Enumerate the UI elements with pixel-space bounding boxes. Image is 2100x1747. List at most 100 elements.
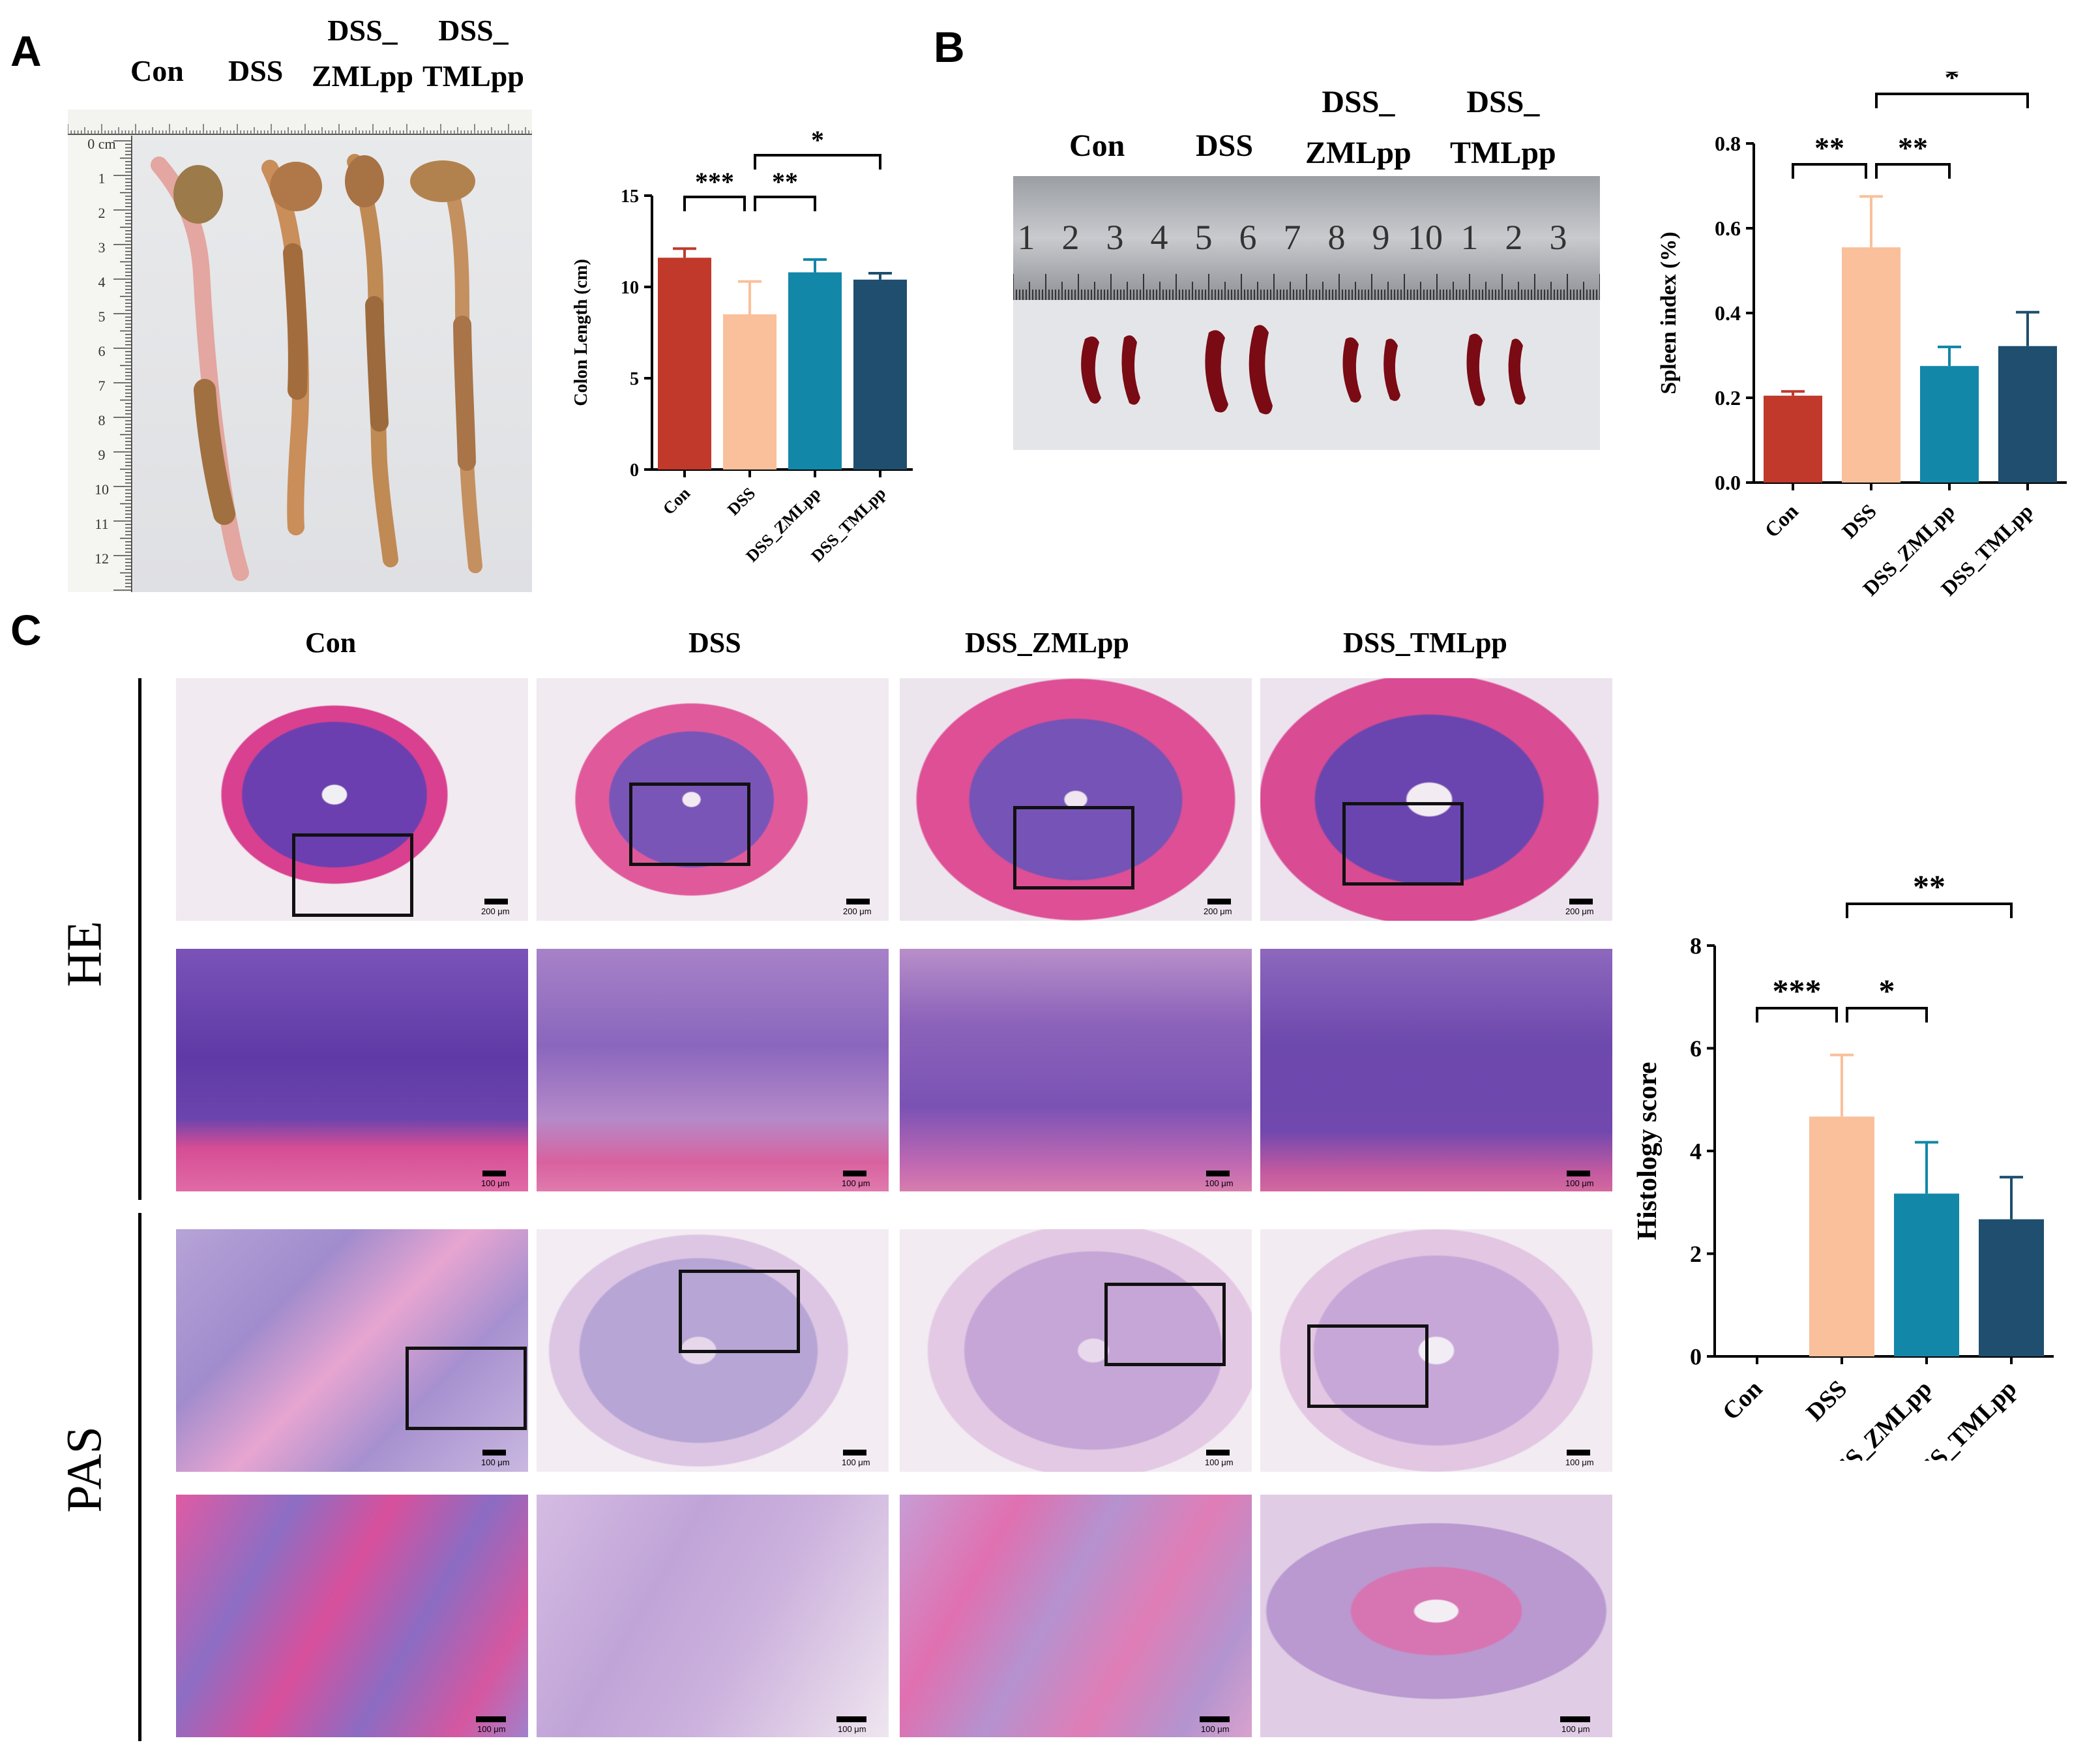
y-tick-label: 0.0 [1715, 471, 1741, 494]
ruler-number: 0 cm [87, 136, 115, 152]
bar [1920, 366, 1979, 483]
scale-bar [1560, 1716, 1590, 1722]
panel-b-label-dss: DSS [1196, 128, 1254, 163]
significance-label: ** [1898, 131, 1928, 164]
ruler-number: 9 [1372, 218, 1390, 257]
scale-bar [1200, 1716, 1230, 1722]
scale-label: 100 μm [838, 1724, 866, 1734]
ruler-number: 1 [98, 170, 106, 187]
significance-label: * [811, 125, 824, 155]
x-tick-label: Con [659, 483, 694, 518]
spleen-photo: 1 2 3 4 5 6 7 8 9 10 1 2 3 [1013, 176, 1600, 450]
ruler-number: 8 [1328, 218, 1346, 257]
x-tick-label: DSS [724, 484, 759, 519]
he-zoom-zmlpp: 100 μm [900, 949, 1252, 1191]
ruler-number: 3 [98, 239, 106, 256]
pas-zoom-con: 100 μm [176, 1495, 528, 1737]
y-axis-label: Spleen index (%) [1657, 231, 1681, 394]
bar [788, 272, 842, 470]
panel-a-label-zmlpp: DSS_ ZMLpp [312, 14, 413, 93]
y-axis-label: Histology score [1633, 1062, 1663, 1240]
pas-divider-line [138, 1213, 141, 1741]
ruler-number: 10 [95, 481, 109, 498]
he-zoom-con: 100 μm [176, 949, 528, 1191]
panel-b-label-tmlpp: DSS_ TMLpp [1450, 85, 1556, 170]
he-overview-con: 200 μm [176, 678, 528, 921]
zoom-box [1342, 802, 1464, 886]
zoom-box [406, 1347, 527, 1430]
ruler-number: 5 [98, 308, 106, 325]
ruler-number: 3 [1550, 218, 1567, 257]
scale-label: 100 μm [1205, 1178, 1234, 1188]
ruler-number: 7 [98, 378, 106, 394]
y-tick-label: 0 [1690, 1344, 1702, 1370]
x-tick-label: DSS [1801, 1375, 1852, 1427]
he-divider-line [138, 678, 141, 1200]
scale-label: 100 μm [1565, 1178, 1594, 1188]
ruler-number: 7 [1284, 218, 1301, 257]
y-axis-label: Colon Length (cm) [571, 259, 591, 406]
zoom-box [1307, 1324, 1428, 1408]
panel-b-label-con: Con [1069, 128, 1125, 163]
zoom-box [629, 783, 750, 866]
row-label-pas: PAS [57, 1426, 112, 1513]
bar [1979, 1219, 2044, 1356]
y-tick-label: 4 [1690, 1139, 1702, 1165]
bar [853, 279, 907, 470]
ruler-number: 8 [98, 412, 106, 428]
scale-bar [482, 1450, 506, 1456]
scale-bar [843, 1171, 866, 1176]
panel-letter-a: A [10, 27, 42, 75]
zoom-box [1104, 1283, 1226, 1366]
panel-a-label-dss: DSS [228, 54, 284, 87]
scale-label: 100 μm [842, 1457, 870, 1467]
panel-c-col-zmlpp: DSS_ZMLpp [965, 627, 1129, 659]
panel-c-col-con: Con [305, 627, 357, 659]
scale-label: 100 μm [481, 1178, 510, 1188]
ruler-number: 2 [1062, 218, 1080, 257]
y-tick-label: 10 [621, 278, 639, 298]
ruler-number: 5 [1195, 218, 1213, 257]
significance-bracket [754, 154, 881, 170]
significance-bracket [1875, 163, 1951, 179]
y-tick-label: 0.4 [1715, 301, 1741, 325]
scale-bar [1567, 1171, 1590, 1176]
pas-overview-dss: 100 μm [537, 1229, 889, 1472]
significance-bracket [1846, 1007, 1928, 1023]
ruler-number: 6 [98, 343, 106, 359]
bar [1842, 247, 1900, 483]
ruler-number: 12 [95, 550, 109, 567]
scale-label: 100 μm [1201, 1724, 1230, 1734]
significance-label: ** [1913, 874, 1945, 904]
panel-a-label-con: Con [130, 54, 184, 87]
he-overview-dss: 200 μm [537, 678, 889, 921]
scale-label: 100 μm [1565, 1457, 1594, 1467]
y-tick-label: 2 [1690, 1241, 1702, 1267]
ruler-number: 4 [98, 274, 106, 290]
scale-bar [476, 1716, 506, 1722]
significance-label: *** [1773, 972, 1822, 1009]
ruler-number: 1 [1018, 218, 1035, 257]
y-tick-label: 0.2 [1715, 386, 1741, 410]
panel-b-label-zmlpp: DSS_ ZMLpp [1305, 85, 1412, 170]
zoom-box [679, 1270, 800, 1353]
scale-bar [846, 899, 870, 904]
bar [1894, 1193, 1959, 1356]
scale-label: 200 μm [843, 906, 872, 916]
panel-a-label-tmlpp: DSS_ TMLpp [422, 14, 524, 93]
significance-label: * [1945, 72, 1960, 94]
pas-overview-con: 100 μm [176, 1229, 528, 1472]
he-zoom-tmlpp: 100 μm [1260, 949, 1612, 1191]
significance-bracket [754, 196, 816, 211]
significance-bracket [1846, 903, 2013, 918]
scale-label: 100 μm [481, 1457, 510, 1467]
scale-bar [1567, 1450, 1590, 1456]
ruler-number: 6 [1239, 218, 1257, 257]
row-label-he: HE [57, 921, 112, 987]
pas-zoom-dss: 100 μm [537, 1495, 889, 1737]
scale-label: 100 μm [477, 1724, 506, 1734]
he-zoom-dss: 100 μm [537, 949, 889, 1191]
zoom-box [292, 833, 413, 917]
spleen-photo-drawing: 1 2 3 4 5 6 7 8 9 10 1 2 3 [1013, 176, 1600, 415]
y-tick-label: 6 [1690, 1036, 1702, 1062]
